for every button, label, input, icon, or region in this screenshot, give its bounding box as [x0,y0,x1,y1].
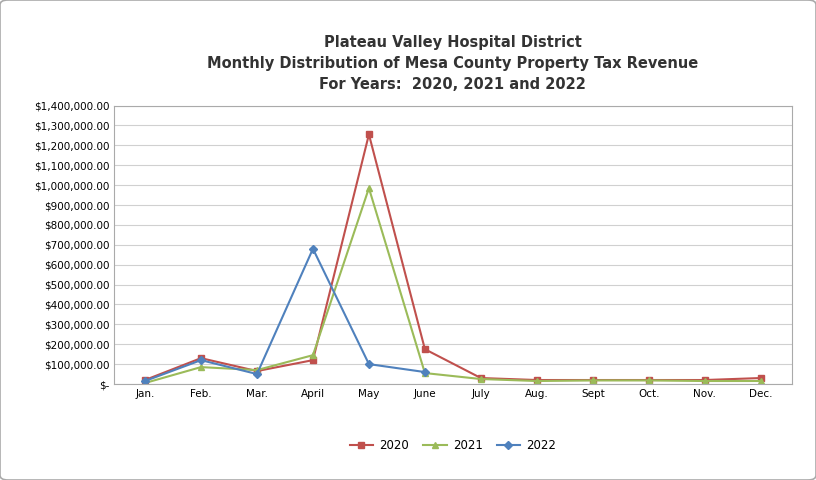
2021 [364,185,374,191]
2021 [476,376,486,382]
2020 [252,368,262,374]
2020 [700,377,710,383]
2021 [588,378,597,384]
2020 [756,375,765,381]
2021 [252,367,262,373]
2022 [364,361,374,367]
2021 [196,364,206,370]
2020 [420,347,430,352]
2020 [644,377,654,383]
2020 [140,377,150,383]
2020 [588,377,597,383]
2022 [308,246,318,252]
2022 [252,371,262,377]
2021 [420,370,430,376]
2022 [140,378,150,384]
Line: 2021: 2021 [142,185,764,386]
2021 [644,378,654,384]
Line: 2022: 2022 [142,246,428,384]
2022 [196,357,206,363]
2020 [308,357,318,363]
2020 [364,132,374,137]
2021 [140,380,150,386]
2021 [756,378,765,384]
Title: Plateau Valley Hospital District
Monthly Distribution of Mesa County Property Ta: Plateau Valley Hospital District Monthly… [207,35,698,92]
2021 [700,378,710,384]
2021 [532,378,542,384]
2021 [308,352,318,358]
2020 [196,355,206,361]
2020 [532,377,542,383]
2020 [476,375,486,381]
2022 [420,369,430,375]
Legend: 2020, 2021, 2022: 2020, 2021, 2022 [345,434,561,457]
Line: 2020: 2020 [142,132,764,383]
